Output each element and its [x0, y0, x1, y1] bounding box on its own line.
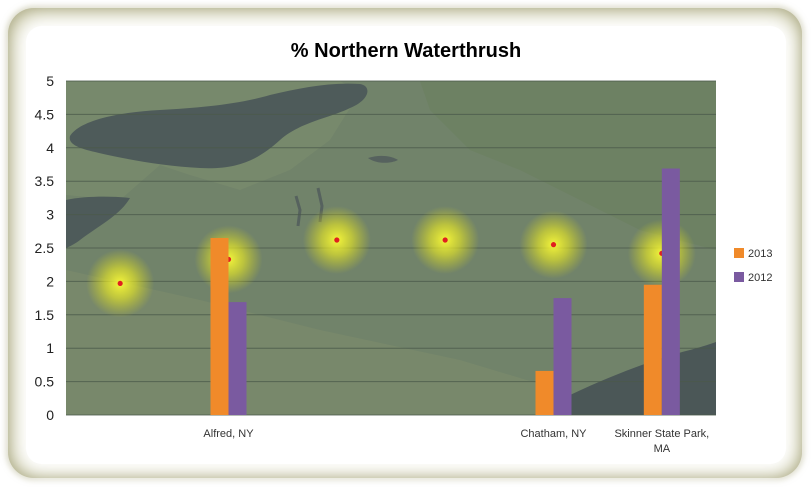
y-tick-label: 4 [46, 140, 54, 156]
x-category-label: Skinner State Park, MA [614, 428, 709, 455]
y-tick-label: 0 [46, 407, 54, 423]
chart-title: % Northern Waterthrush [291, 40, 521, 62]
site-dot [117, 280, 123, 287]
bar-2013-1 [210, 237, 229, 415]
lake-ontario [69, 83, 368, 169]
y-tick-label: 4.5 [35, 106, 55, 122]
y-tick-label: 1.5 [35, 307, 55, 323]
y-tick-label: 3 [46, 207, 54, 223]
legend-swatch-2012 [734, 272, 744, 282]
y-axis: 0 0.5 1 1.5 2 2.5 3 3.5 4 4.5 5 [35, 73, 55, 423]
site-dot [334, 237, 340, 243]
y-tick-label: 1 [46, 340, 54, 356]
x-axis: Alfred, NY Chatham, NY Skinner State Park,… [203, 428, 709, 455]
legend-label-2013: 2013 [748, 248, 772, 260]
legend: 2013 2012 [734, 248, 772, 284]
gridlines [66, 80, 716, 416]
legend-swatch-2013 [734, 248, 744, 258]
legend-label-2012: 2012 [748, 272, 772, 284]
y-tick-label: 2 [46, 273, 54, 289]
x-category-label: Chatham, NY [520, 428, 587, 440]
bar-2012-1 [228, 302, 247, 415]
bars [210, 168, 680, 415]
site-dot [442, 237, 448, 243]
bar-2012-5 [661, 168, 680, 415]
y-tick-label: 3.5 [35, 173, 55, 189]
lake-erie [66, 196, 130, 248]
bar-2013-5 [643, 284, 662, 415]
bar-2013-4 [535, 370, 554, 415]
y-tick-label: 0.5 [35, 374, 55, 390]
x-category-label: Alfred, NY [203, 428, 254, 440]
y-tick-label: 5 [46, 73, 54, 89]
site-dot [550, 242, 557, 248]
y-tick-label: 2.5 [35, 240, 55, 256]
bar-2012-4 [553, 298, 572, 415]
site-markers [86, 205, 696, 318]
